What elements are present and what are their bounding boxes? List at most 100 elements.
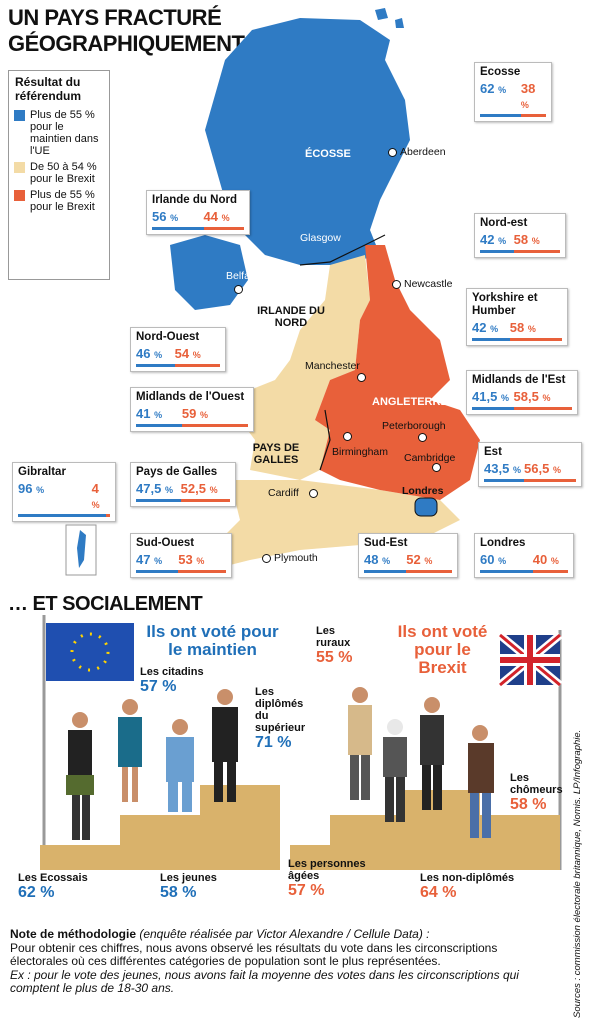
pct: %	[192, 350, 201, 360]
box-sudouest: Sud-Ouest 47 % 53 %	[130, 533, 232, 578]
label-ecosse: ÉCOSSE	[305, 148, 351, 160]
box-midlands-ouest: Midlands de l'Ouest 41 % 59 %	[130, 387, 254, 432]
leave-value: 40	[532, 552, 548, 567]
city-dot	[343, 432, 352, 441]
box-name: Nord-Ouest	[136, 331, 200, 343]
legend-item-mild: De 50 à 54 % pour le Brexit	[9, 159, 109, 187]
legend-item-remain: Plus de 55 % pour le maintien dans l'UE	[9, 107, 109, 159]
city-londres: Londres	[402, 485, 444, 497]
pct: %	[527, 324, 536, 334]
city-cambridge: Cambridge	[404, 452, 456, 464]
city-dot	[392, 280, 401, 289]
box-name: Irlande du Nord	[152, 194, 237, 206]
stat-diplomes: Les diplômés du supérieur 71 %	[255, 686, 315, 752]
box-name: Londres	[480, 537, 526, 549]
remain-value: 56	[152, 209, 167, 224]
remain-value: 47,5	[136, 481, 162, 496]
legend-swatch	[14, 110, 25, 121]
uk-map	[65, 8, 480, 576]
title-line-2: GÉOGRAPHIQUEMENT…	[8, 31, 266, 56]
title-line-1: UN PAYS FRACTURÉ	[8, 5, 222, 30]
pct: %	[221, 213, 230, 223]
stat-value: 55 %	[316, 649, 353, 666]
box-name: Sud-Ouest	[136, 537, 195, 549]
eu-flag	[46, 623, 134, 681]
pct: %	[209, 485, 218, 495]
stat-label: Les citadins	[140, 666, 204, 678]
pct: %	[512, 465, 521, 475]
social-illustration	[40, 615, 563, 870]
stat-chomeurs: Les chômeurs 58 %	[510, 772, 568, 814]
stat-nondiplomes: Les non-diplômés 64 %	[420, 872, 530, 902]
stat-citadins: Les citadins 57 %	[140, 666, 210, 696]
leave-value: 58	[509, 320, 525, 335]
pct: %	[531, 236, 540, 246]
pct: %	[91, 500, 100, 510]
city-peterborough: Peterborough	[382, 420, 446, 432]
podium-brexit	[290, 790, 560, 870]
figures-maintien	[66, 689, 238, 840]
stat-value: 58 %	[160, 884, 197, 901]
map-northern-ireland	[170, 235, 248, 310]
remain-value: 42	[472, 320, 487, 335]
map-england-leave	[315, 245, 480, 500]
map-england-mild	[240, 255, 370, 480]
legend-label: Plus de 55 % pour le Brexit	[30, 189, 95, 213]
map-border-scotland	[299, 234, 386, 266]
remain-value: 46	[136, 346, 151, 361]
legend-swatch	[14, 162, 25, 173]
map-southwest	[195, 480, 460, 570]
stat-value: 58 %	[510, 796, 547, 813]
leave-value: 58	[513, 232, 529, 247]
map-scotland-islands	[375, 8, 404, 28]
stat-label: Les personnes âgées	[288, 858, 366, 882]
box-ecosse: Ecosse 62 % 38 %	[474, 62, 552, 122]
box-name: Yorkshire et Humber	[472, 292, 538, 317]
note-heading-paren: (enquête réalisée par Victor Alexandre /…	[136, 927, 430, 941]
label-angleterre: ANGLETERRE	[372, 396, 448, 408]
podium-maintien	[40, 785, 280, 870]
pct: %	[498, 556, 507, 566]
city-cardiff: Cardiff	[268, 487, 299, 499]
legend-item-leave: Plus de 55 % pour le Brexit	[9, 187, 109, 215]
maintien-title: Ils ont voté pour le maintien	[146, 622, 279, 659]
pct: %	[382, 556, 391, 566]
city-dot	[309, 489, 318, 498]
pct: %	[520, 100, 529, 110]
label-irlande: IRLANDE DU NORD	[257, 305, 325, 329]
city-dot	[418, 433, 427, 442]
pct: %	[498, 236, 507, 246]
city-belfast: Belfast	[226, 270, 259, 282]
methodology-note: Note de méthodologie (enquête réalisée p…	[10, 927, 550, 996]
note-body: Pour obtenir ces chiffres, nous avons ob…	[10, 940, 498, 968]
box-name: Est	[484, 446, 502, 458]
remain-value: 48	[364, 552, 379, 567]
pct: %	[154, 410, 163, 420]
city-glasgow: Glasgow	[300, 232, 341, 244]
box-midlands-est: Midlands de l'Est 41,5 % 58,5 %	[466, 370, 578, 415]
box-nordest: Nord-est 42 % 58 %	[474, 213, 566, 258]
brexit-title: Ils ont voté pour le Brexit	[397, 622, 488, 677]
remain-value: 42	[480, 232, 495, 247]
city-newcastle: Newcastle	[404, 278, 453, 290]
leave-value: 38	[520, 81, 536, 96]
city-dot	[432, 463, 441, 472]
box-name: Pays de Galles	[136, 466, 218, 478]
stat-label: Les chômeurs	[510, 772, 563, 796]
stat-ecossais: Les Ecossais 62 %	[18, 872, 98, 902]
legend-label: Plus de 55 % pour le maintien dans l'UE	[30, 109, 99, 157]
box-name: Ecosse	[480, 66, 521, 78]
legend-label: De 50 à 54 % pour le Brexit	[30, 161, 97, 185]
pct: %	[552, 465, 561, 475]
box-gibraltar: Gibraltar 96 % 4 %	[12, 462, 116, 522]
city-dot	[234, 285, 243, 294]
leave-value: 53	[178, 552, 193, 567]
box-yorkshire: Yorkshire et Humber 42 % 58 %	[466, 288, 568, 346]
map-scotland	[205, 18, 410, 265]
stat-value: 57 %	[140, 678, 177, 695]
pct: %	[500, 393, 509, 403]
pct: %	[542, 393, 551, 403]
city-dot	[357, 373, 366, 382]
pct: %	[170, 213, 179, 223]
remain-value: 47	[136, 552, 151, 567]
